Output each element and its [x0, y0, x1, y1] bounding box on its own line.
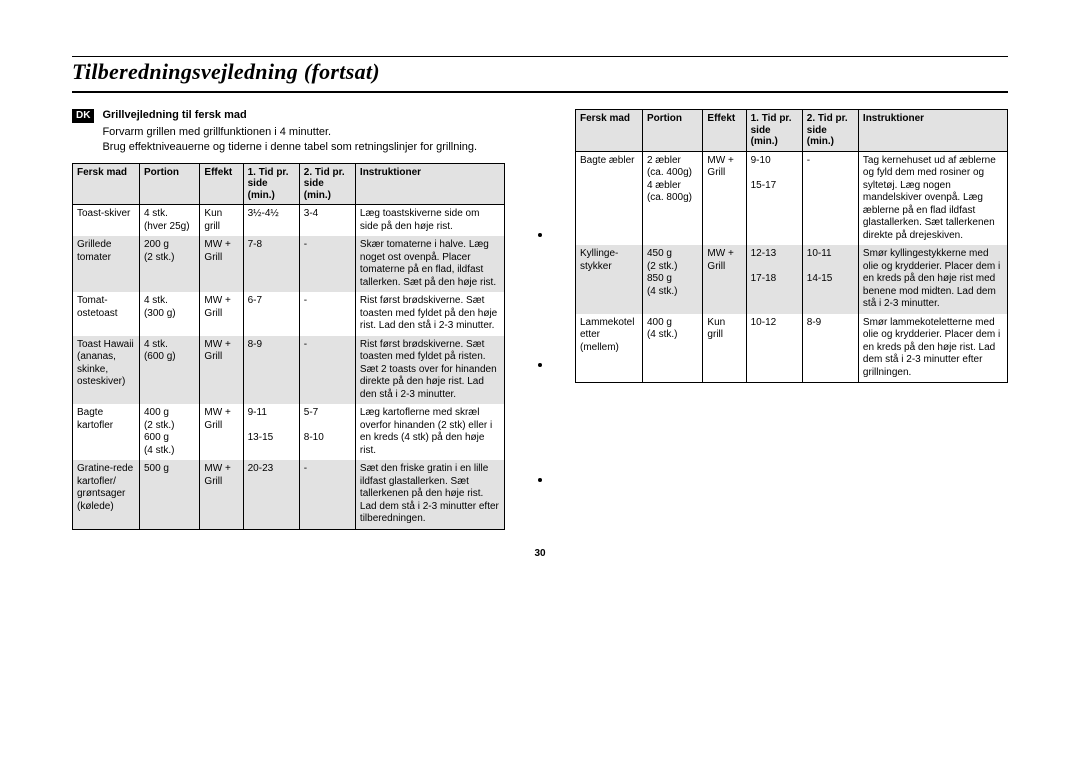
cell-c3: MW + Grill [200, 236, 243, 292]
cell-c2: 500 g [139, 460, 199, 529]
cell-c6: Sæt den friske gratin i en lille ildfast… [355, 460, 504, 529]
th-portion: Portion [139, 163, 199, 205]
grill-table-right: Fersk mad Portion Effekt 1. Tid pr. side… [575, 109, 1008, 383]
page-title: Tilberedningsvejledning (fortsat) [72, 59, 1008, 85]
th-time2: 2. Tid pr. side (min.) [802, 110, 858, 152]
th-time1: 1. Tid pr. side (min.) [243, 163, 299, 205]
cell-c5: 3-4 [299, 205, 355, 237]
th-effect: Effekt [200, 163, 243, 205]
cell-c2: 2 æbler (ca. 400g) 4 æbler (ca. 800g) [642, 151, 702, 245]
cell-c6: Skær tomaterne i halve. Læg noget ost ov… [355, 236, 504, 292]
cell-c2: 400 g (2 stk.) 600 g (4 stk.) [139, 404, 199, 460]
cell-c4: 7-8 [243, 236, 299, 292]
table-row: Toast Hawaii (ananas, skinke, osteskiver… [73, 336, 505, 405]
cell-c1: Gratine-rede kartofler/ grøntsager (køle… [73, 460, 140, 529]
cell-c4: 10-12 [746, 314, 802, 383]
table-header-row: Fersk mad Portion Effekt 1. Tid pr. side… [576, 110, 1008, 152]
cell-c1: Bagte æbler [576, 151, 643, 245]
cell-c2: 4 stk. (600 g) [139, 336, 199, 405]
rule-thick [72, 91, 1008, 93]
binder-dots [533, 109, 547, 530]
heading-row: DK Grillvejledning til fersk mad Forvarm… [72, 109, 505, 163]
th-food: Fersk mad [576, 110, 643, 152]
cell-c5: 8-9 [802, 314, 858, 383]
cell-c6: Smør kyllingestykkerne med olie og krydd… [858, 245, 1007, 314]
grill-table-left: Fersk mad Portion Effekt 1. Tid pr. side… [72, 163, 505, 530]
cell-c1: Tomat- ostetoast [73, 292, 140, 336]
th-portion: Portion [642, 110, 702, 152]
cell-c1: Bagte kartofler [73, 404, 140, 460]
table-row: Grillede tomater200 g (2 stk.)MW + Grill… [73, 236, 505, 292]
cell-c4: 6-7 [243, 292, 299, 336]
th-food: Fersk mad [73, 163, 140, 205]
cell-c3: Kun grill [703, 314, 746, 383]
cell-c6: Rist først brødskiverne. Sæt toasten med… [355, 292, 504, 336]
page-number: 30 [72, 548, 1008, 559]
cell-c2: 4 stk. (hver 25g) [139, 205, 199, 237]
dk-badge: DK [72, 109, 94, 123]
cell-c4: 9-11 13-15 [243, 404, 299, 460]
left-column: DK Grillvejledning til fersk mad Forvarm… [72, 109, 505, 530]
cell-c5: - [802, 151, 858, 245]
cell-c2: 200 g (2 stk.) [139, 236, 199, 292]
cell-c1: Lammekotel etter (mellem) [576, 314, 643, 383]
cell-c6: Smør lammekoteletterne med olie og krydd… [858, 314, 1007, 383]
cell-c1: Kyllinge- stykker [576, 245, 643, 314]
right-column: Fersk mad Portion Effekt 1. Tid pr. side… [575, 109, 1008, 530]
table-row: Bagte kartofler400 g (2 stk.) 600 g (4 s… [73, 404, 505, 460]
th-effect: Effekt [703, 110, 746, 152]
cell-c2: 450 g (2 stk.) 850 g (4 stk.) [642, 245, 702, 314]
cell-c3: MW + Grill [200, 336, 243, 405]
cell-c3: Kun grill [200, 205, 243, 237]
cell-c5: 5-7 8-10 [299, 404, 355, 460]
rule-thin [72, 56, 1008, 57]
cell-c3: MW + Grill [200, 404, 243, 460]
th-instr: Instruktioner [355, 163, 504, 205]
cell-c6: Læg kartoflerne med skræl overfor hinand… [355, 404, 504, 460]
cell-c5: - [299, 336, 355, 405]
th-time1: 1. Tid pr. side (min.) [746, 110, 802, 152]
table-row: Gratine-rede kartofler/ grøntsager (køle… [73, 460, 505, 529]
intro-block: Grillvejledning til fersk mad Forvarm gr… [102, 109, 477, 163]
binder-dot [538, 363, 542, 367]
table-row: Lammekotel etter (mellem)400 g (4 stk.)K… [576, 314, 1008, 383]
cell-c4: 9-10 15-17 [746, 151, 802, 245]
cell-c4: 20-23 [243, 460, 299, 529]
two-column-layout: DK Grillvejledning til fersk mad Forvarm… [72, 109, 1008, 530]
table-row: Kyllinge- stykker450 g (2 stk.) 850 g (4… [576, 245, 1008, 314]
cell-c5: - [299, 460, 355, 529]
cell-c1: Toast-skiver [73, 205, 140, 237]
cell-c5: 10-11 14-15 [802, 245, 858, 314]
cell-c1: Grillede tomater [73, 236, 140, 292]
cell-c5: - [299, 236, 355, 292]
cell-c4: 3½-4½ [243, 205, 299, 237]
cell-c4: 8-9 [243, 336, 299, 405]
table-header-row: Fersk mad Portion Effekt 1. Tid pr. side… [73, 163, 505, 205]
intro-line-2: Brug effektniveauerne og tiderne i denne… [102, 141, 477, 153]
th-time2: 2. Tid pr. side (min.) [299, 163, 355, 205]
cell-c2: 4 stk. (300 g) [139, 292, 199, 336]
cell-c6: Rist først brødskiverne. Sæt toasten med… [355, 336, 504, 405]
cell-c3: MW + Grill [703, 245, 746, 314]
cell-c3: MW + Grill [200, 460, 243, 529]
cell-c4: 12-13 17-18 [746, 245, 802, 314]
binder-dot [538, 233, 542, 237]
intro-line-1: Forvarm grillen med grillfunktionen i 4 … [102, 126, 331, 138]
cell-c3: MW + Grill [703, 151, 746, 245]
table-row: Tomat- ostetoast4 stk. (300 g)MW + Grill… [73, 292, 505, 336]
cell-c6: Tag kernehuset ud af æblerne og fyld dem… [858, 151, 1007, 245]
subheading: Grillvejledning til fersk mad [102, 109, 477, 121]
cell-c6: Læg toastskiverne side om side på den hø… [355, 205, 504, 237]
page: Tilberedningsvejledning (fortsat) DK Gri… [0, 0, 1080, 589]
cell-c2: 400 g (4 stk.) [642, 314, 702, 383]
binder-dot [538, 478, 542, 482]
th-instr: Instruktioner [858, 110, 1007, 152]
cell-c5: - [299, 292, 355, 336]
table-row: Bagte æbler2 æbler (ca. 400g) 4 æbler (c… [576, 151, 1008, 245]
cell-c1: Toast Hawaii (ananas, skinke, osteskiver… [73, 336, 140, 405]
table-row: Toast-skiver4 stk. (hver 25g)Kun grill3½… [73, 205, 505, 237]
cell-c3: MW + Grill [200, 292, 243, 336]
intro-text: Forvarm grillen med grillfunktionen i 4 … [102, 125, 477, 155]
